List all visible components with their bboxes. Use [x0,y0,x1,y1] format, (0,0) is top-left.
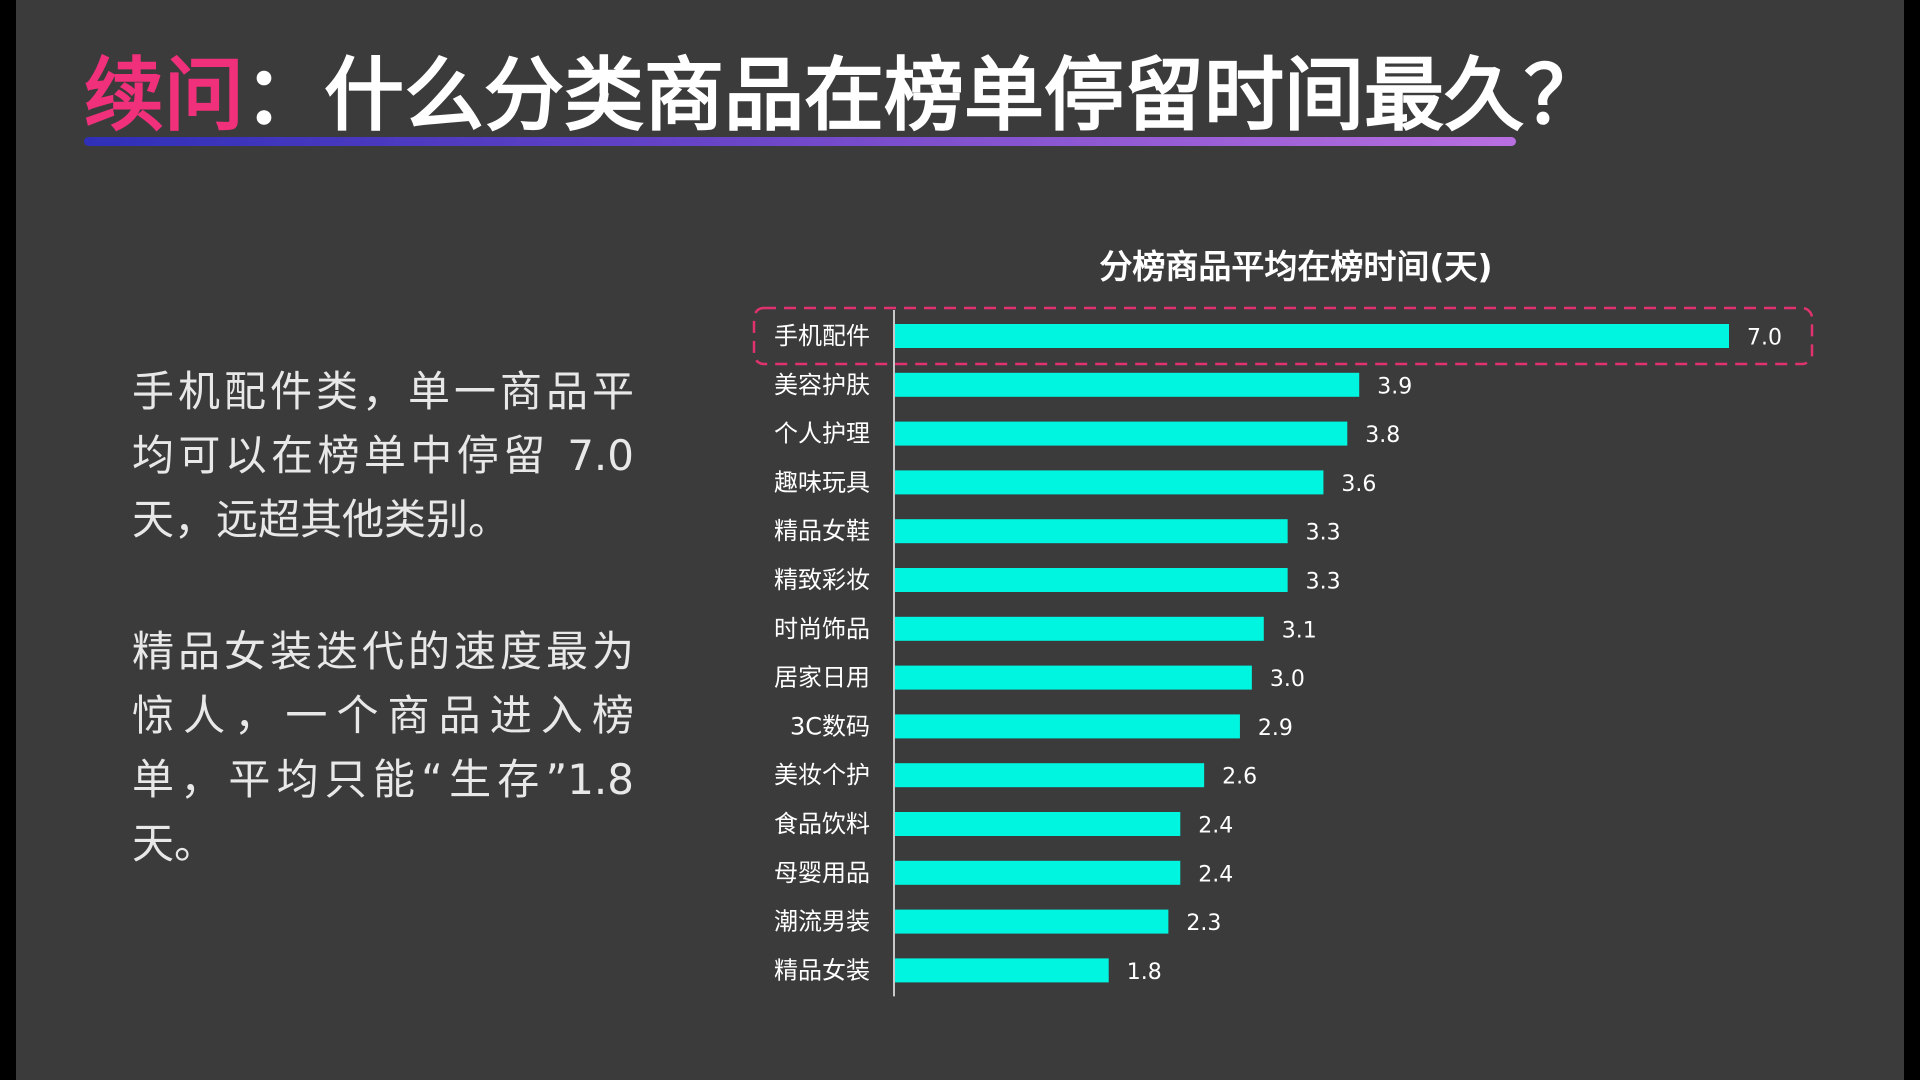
bar-row-5 [894,519,1288,544]
value-label-row-12: 2.4 [1198,862,1233,887]
title-underline [84,137,1516,146]
bar-row-10 [894,763,1205,788]
bar-row-12 [894,860,1181,885]
page-title: 续问：什么分类商品在榜单停留时间最久？ [84,52,1604,140]
value-label-row-3: 3.8 [1365,423,1400,448]
chart-title: 分榜商品平均在榜时间(天) [1099,247,1493,286]
value-label-row-6: 3.3 [1306,570,1341,595]
category-label-row-4: 趣味玩具 [774,468,870,496]
bar-row-9 [894,714,1240,739]
value-labels: 7.03.93.83.63.33.33.13.02.92.62.42.42.31… [1127,326,1782,985]
category-label-row-10: 美妆个护 [774,761,870,789]
bar-row-11 [894,812,1181,836]
bar-row-3 [894,421,1348,446]
value-label-row-13: 2.3 [1186,911,1221,936]
bar-row-7 [894,616,1264,641]
highlight-box [752,306,1814,366]
category-label-row-5: 精品女鞋 [774,517,870,545]
category-label-row-7: 时尚饰品 [774,615,870,643]
value-label-row-2: 3.9 [1377,374,1412,399]
category-label-row-9: 3C数码 [790,712,870,740]
summary-paragraph-womens-fashion: 精品女装迭代的速度最为惊人，一个商品进入榜单，平均只能“生存”1.8天。 [132,627,634,868]
bar-row-6 [894,568,1288,592]
bars [894,324,1729,983]
value-label-row-5: 3.3 [1306,521,1341,546]
value-label-row-7: 3.1 [1282,618,1317,643]
category-label-row-12: 母婴用品 [774,859,870,887]
category-label-row-11: 食品饮料 [774,810,870,838]
slide: 续问：什么分类商品在榜单停留时间最久？ 手机配件类，单一商品平均可以在榜单中停留… [16,0,1904,1080]
title-text: ：什么分类商品在榜单停留时间最久？ [244,49,1604,142]
value-label-row-14: 1.8 [1127,960,1162,985]
category-label-row-2: 美容护肤 [774,371,870,399]
category-label-row-14: 精品女装 [774,956,870,984]
category-label-row-3: 个人护理 [774,420,870,448]
category-label-row-6: 精致彩妆 [774,566,870,594]
category-label-row-1: 手机配件 [774,322,870,350]
value-label-row-1: 7.0 [1747,326,1782,351]
value-label-row-10: 2.6 [1222,765,1257,790]
category-label-row-13: 潮流男装 [774,908,870,936]
bar-row-1 [894,324,1729,348]
title-accent: 续问 [84,49,244,142]
summary-paragraph-phone-accessories: 手机配件类，单一商品平均可以在榜单中停留 7.0天，远超其他类别。 [132,367,634,544]
bar-row-8 [894,665,1252,690]
bar-row-13 [894,909,1169,934]
value-label-row-11: 2.4 [1198,814,1233,839]
value-label-row-4: 3.6 [1341,472,1376,497]
bar-row-2 [894,372,1360,397]
bar-row-4 [894,470,1324,495]
value-label-row-9: 2.9 [1258,716,1293,741]
value-label-row-8: 3.0 [1270,667,1305,692]
category-label-row-8: 居家日用 [774,664,870,692]
bar-row-14 [894,958,1109,983]
